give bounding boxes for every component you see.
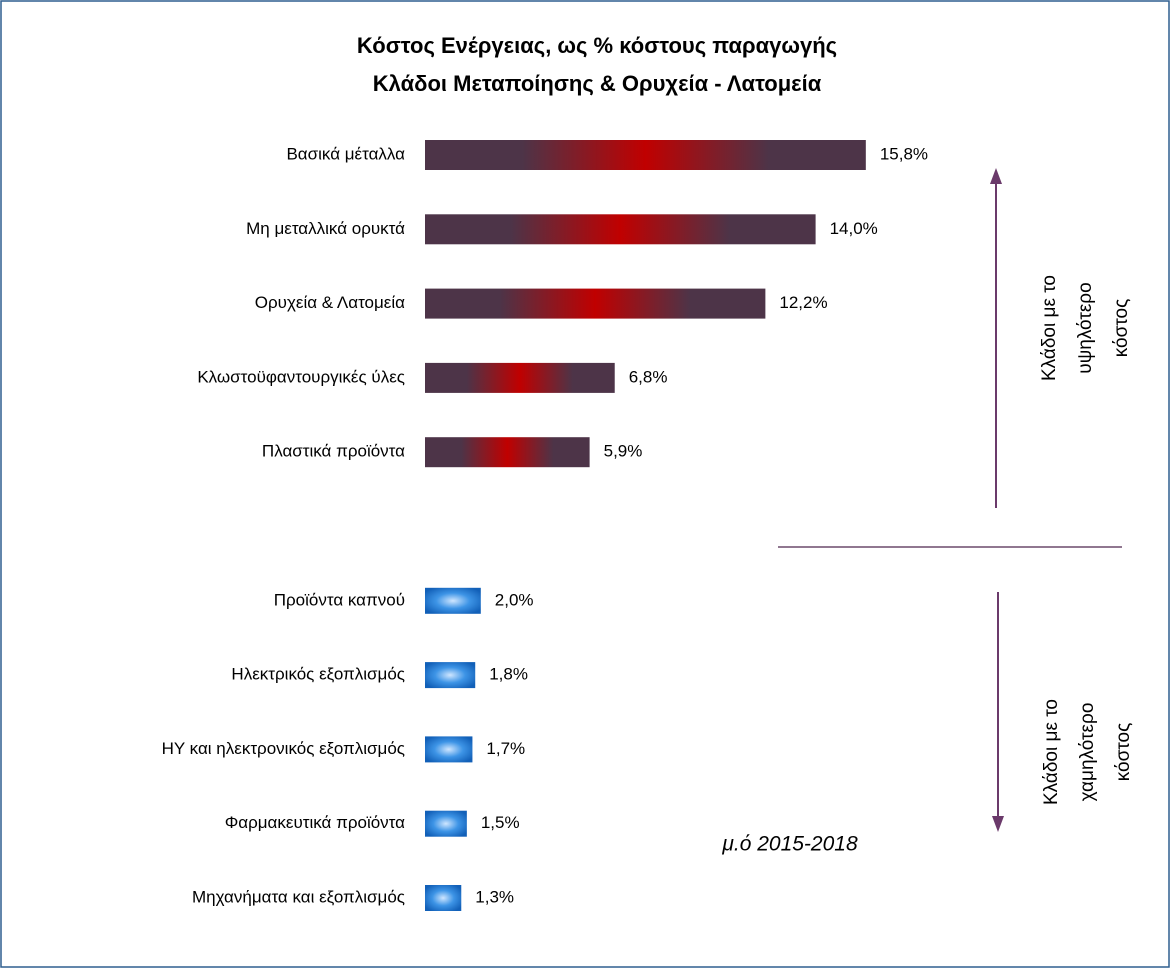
bar (425, 587, 481, 614)
category-label: Βασικά μέταλλα (286, 144, 405, 163)
bar (425, 288, 766, 319)
side-annotation: χαμηλότερο (1077, 703, 1098, 802)
category-label: Μη μεταλλικά ορυκτά (246, 219, 405, 238)
value-label: 1,3% (475, 887, 514, 906)
arrow-head (992, 816, 1004, 832)
bar (425, 736, 473, 763)
value-label: 6,8% (629, 367, 668, 386)
side-annotation: υψηλότερο (1075, 282, 1096, 373)
bar (425, 214, 816, 245)
side-annotation: Κλάδοι με το (1039, 275, 1060, 381)
value-label: 12,2% (779, 293, 827, 312)
value-label: 2,0% (495, 590, 534, 609)
value-label: 15,8% (880, 144, 928, 163)
bar (425, 885, 462, 911)
category-label: Ηλεκτρικός εξοπλισμός (231, 665, 405, 684)
bar (425, 662, 476, 689)
value-label: 1,8% (489, 665, 528, 684)
bar (425, 362, 615, 393)
category-label: ΗΥ και ηλεκτρονικός εξοπλισμός (162, 739, 405, 758)
value-label: 1,7% (486, 739, 525, 758)
arrow-head (990, 168, 1002, 184)
period-note: μ.ό 2015-2018 (721, 833, 858, 856)
value-label: 5,9% (604, 442, 643, 461)
chart-title: Κλάδοι Μεταποίησης & Ορυχεία - Λατομεία (373, 71, 822, 96)
category-label: Κλωστοϋφαντουργικές ύλες (197, 367, 405, 386)
category-label: Ορυχεία & Λατομεία (255, 293, 405, 312)
side-annotation: κόστος (1113, 723, 1134, 782)
bar (425, 810, 467, 837)
category-label: Μηχανήματα και εξοπλισμός (192, 887, 405, 906)
category-label: Προϊόντα καπνού (274, 590, 405, 609)
side-annotation: κόστος (1111, 299, 1132, 358)
side-annotation: Κλάδοι με το (1041, 699, 1062, 805)
category-label: Πλαστικά προϊόντα (262, 442, 405, 461)
bar (425, 437, 590, 468)
bar (425, 140, 866, 170)
chart-title: Κόστος Ενέργειας, ως % κόστους παραγωγής (357, 33, 837, 58)
value-label: 1,5% (481, 813, 520, 832)
category-label: Φαρμακευτικά προϊόντα (225, 813, 405, 832)
value-label: 14,0% (830, 219, 878, 238)
